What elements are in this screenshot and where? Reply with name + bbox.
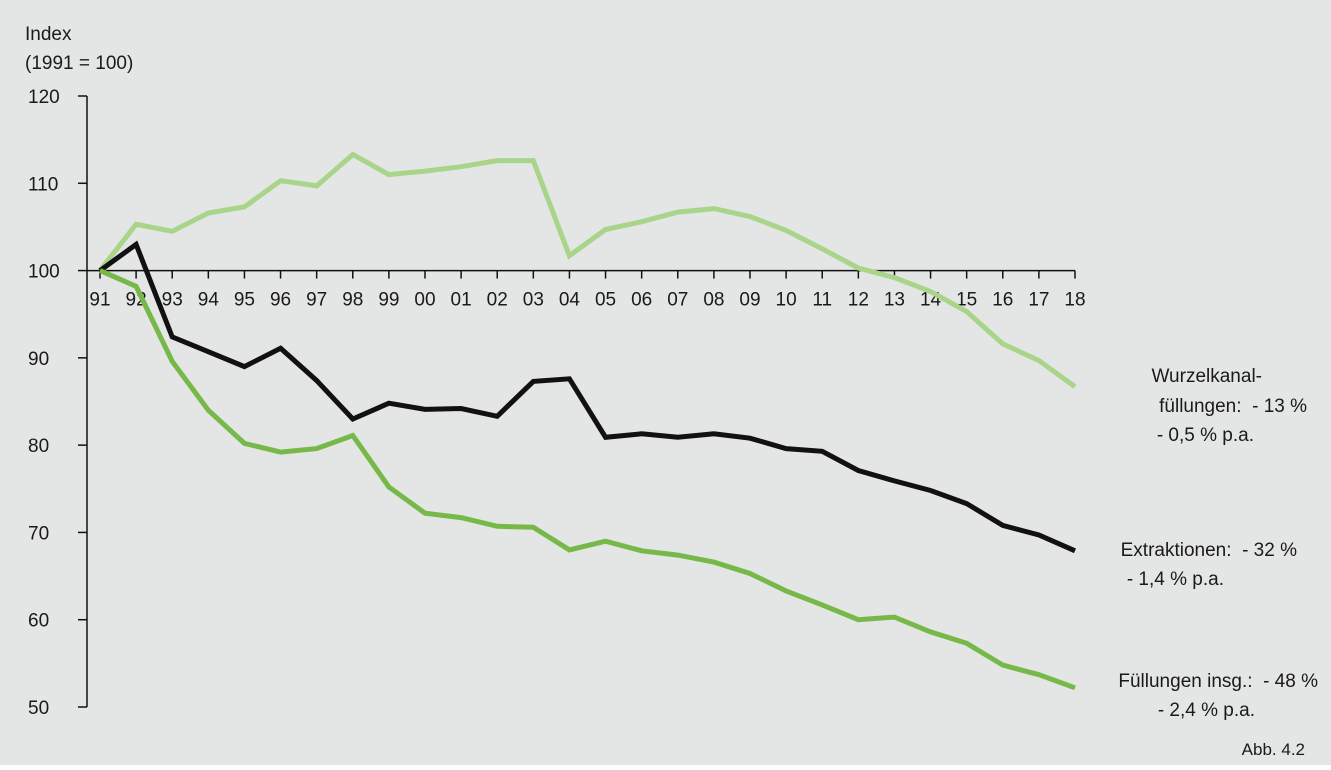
series-line-fuellungen [99,268,1076,691]
series-label-wurzelkanal: Wurzelkanal- [1151,366,1262,387]
x-tick-label: 03 [523,290,544,311]
x-tick-label: 96 [270,290,291,311]
y-tick-label: 100 [28,262,60,283]
y-tick-labels: 50 60 70 80 90 100 110 120 [28,87,60,719]
x-tick-label: 05 [595,290,616,311]
series-labels: Wurzelkanal-füllungen: - 13 % - 0,5 % p.a… [1118,366,1318,721]
series-label-fuellungen: - 2,4 % p.a. [1158,700,1255,721]
y-axis-label-line1: Index [25,24,72,45]
series-label-wurzelkanal: - 0,5 % p.a. [1157,425,1254,446]
x-tick-label: 15 [956,290,977,311]
x-tick-label: 99 [378,290,399,311]
series-label-wurzelkanal: füllungen: - 13 % [1159,396,1307,417]
y-tick-label: 70 [28,523,49,544]
series-line-wurzelkanal [98,151,1077,389]
x-tick-label: 02 [487,290,508,311]
axes [78,95,1076,708]
x-tick-label: 16 [992,290,1013,311]
x-tick-label: 18 [1064,290,1085,311]
x-tick-label: 06 [631,290,652,311]
y-tick-label: 120 [28,87,60,108]
y-axis-label-line2: (1991 = 100) [25,53,133,74]
x-tick-label: 94 [198,290,220,311]
x-tick-label: 17 [1028,290,1049,311]
x-tick-label: 95 [234,290,255,311]
x-tick-label: 12 [848,290,869,311]
x-tick-label: 08 [703,290,724,311]
x-tick-label: 07 [667,290,688,311]
y-tick-label: 80 [28,436,49,457]
x-tick-label: 01 [451,290,472,311]
x-tick-labels: 91 92 93 94 95 96 97 98 99 00 01 02 03 04 05 06 07 08 09 10… [89,290,1085,311]
series-line-extraktionen [98,240,1077,554]
x-tick-label: 93 [162,290,183,311]
figure-label: Abb. 4.2 [1242,740,1305,759]
series-lines [98,151,1077,691]
x-tick-label: 97 [306,290,327,311]
x-tick-label: 10 [776,290,797,311]
series-label-fuellungen: Füllungen insg.: - 48 % [1118,671,1318,692]
x-tick-label: 11 [812,290,832,311]
x-tick-label: 09 [739,290,760,311]
x-tick-label: 04 [559,290,581,311]
x-tick-label: 13 [884,290,905,311]
x-tick-label: 91 [89,290,110,311]
series-label-extraktionen: - 1,4 % p.a. [1127,569,1224,590]
y-tick-label: 90 [28,349,49,370]
x-tick-label: 00 [414,290,435,311]
series-label-extraktionen: Extraktionen: - 32 % [1121,540,1297,561]
y-tick-label: 110 [28,174,58,195]
x-tick-label: 98 [342,290,363,311]
y-tick-label: 60 [28,611,49,632]
y-tick-label: 50 [28,698,49,719]
